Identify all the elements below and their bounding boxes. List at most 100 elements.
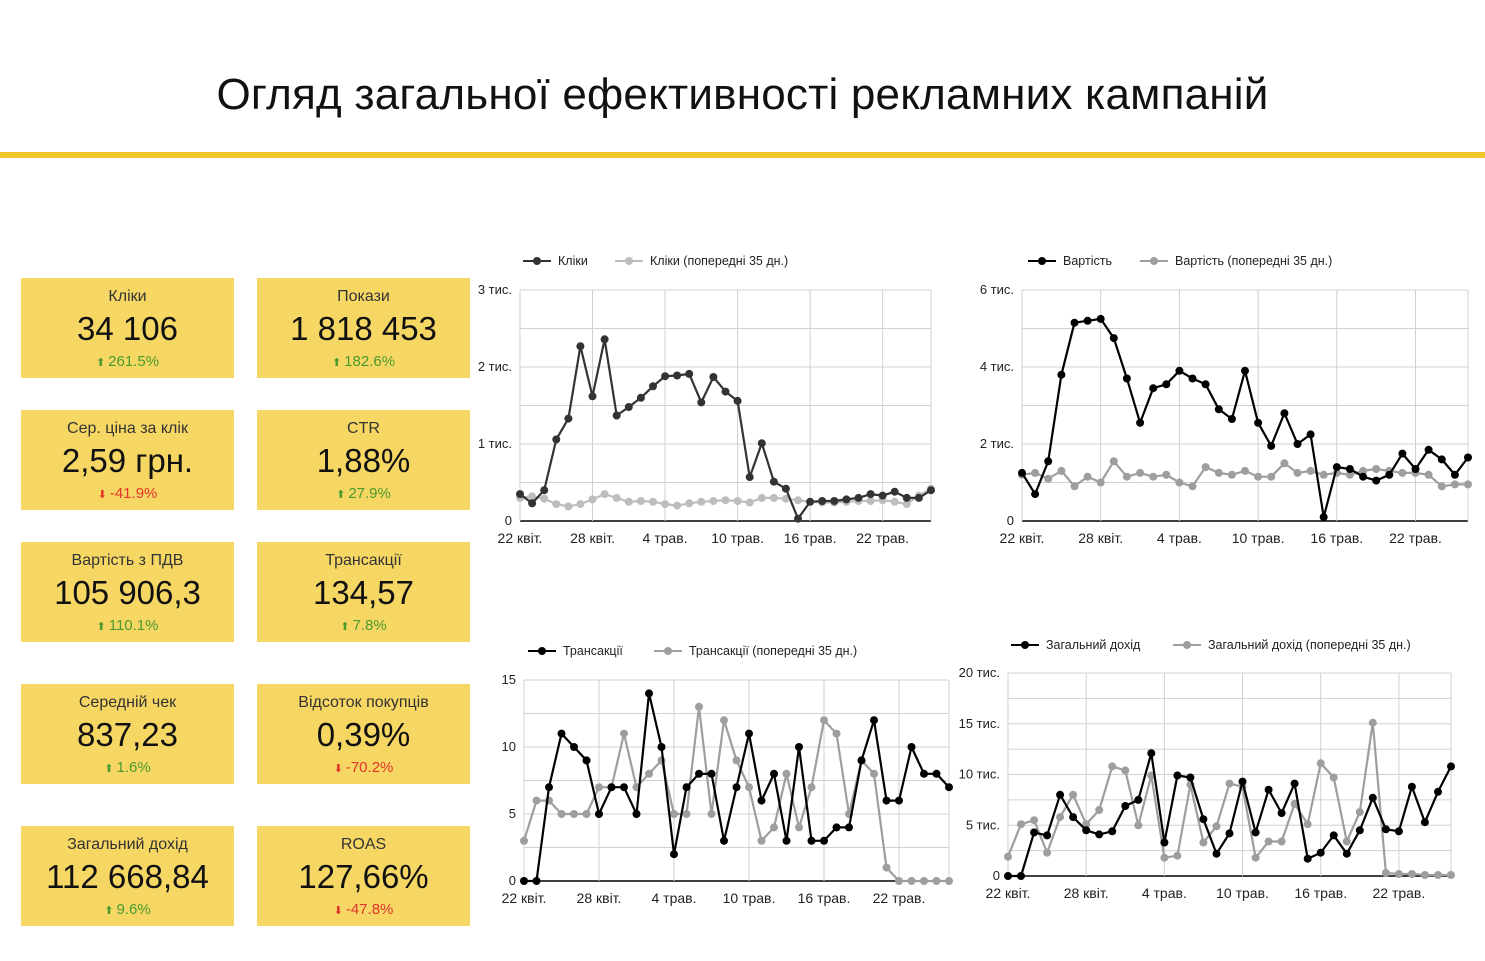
kpi-card-cost-vat: Вартість з ПДВ 105 906,3 ⬆ 110.1% (21, 542, 234, 642)
kpi-change: ⬇ -70.2% (257, 759, 470, 776)
legend-swatch-dot (533, 257, 541, 265)
arrow-up-icon: ⬆ (104, 905, 114, 917)
kpi-label: Відсоток покупців (298, 694, 429, 711)
data-point (607, 783, 616, 792)
y-tick-label: 1 тис. (478, 436, 512, 451)
data-point (1057, 370, 1066, 379)
data-point (820, 716, 828, 725)
data-point (1122, 374, 1131, 383)
data-point (1345, 470, 1354, 479)
data-point (1345, 465, 1354, 473)
kpi-change: ⬆ 110.1% (21, 617, 234, 634)
data-point (1149, 384, 1158, 393)
x-tick-label: 10 трав. (1216, 885, 1269, 901)
revenue-chart: Загальний дохід Загальний дохід (попередн… (959, 638, 1455, 901)
kpi-change-value: 182.6% (344, 353, 396, 370)
data-point (620, 783, 628, 792)
data-point (1031, 468, 1040, 477)
data-point (832, 729, 841, 738)
y-tick-label: 0 (505, 513, 512, 528)
kpi-label: Сер. ціна за клік (67, 420, 188, 437)
data-point (1306, 466, 1315, 475)
data-point (624, 403, 633, 411)
data-point (882, 863, 891, 872)
data-point (1162, 470, 1171, 479)
data-point (557, 810, 566, 818)
data-point (914, 493, 923, 502)
data-point (540, 494, 549, 503)
x-tick-label: 4 трав. (1157, 530, 1202, 546)
data-point (1121, 766, 1130, 775)
data-point (757, 796, 766, 805)
kpi-label: Середній чек (78, 694, 177, 711)
x-tick-label: 22 квіт. (498, 530, 543, 546)
data-point (745, 498, 754, 507)
data-point (807, 783, 816, 792)
x-tick-label: 22 трав. (873, 890, 926, 906)
kpi-card-transactions: Трансакції 134,57 ⬆ 7.8% (257, 542, 470, 642)
data-point (1095, 806, 1104, 814)
data-point (1303, 854, 1312, 863)
data-point (1355, 808, 1364, 817)
data-point (564, 414, 573, 423)
kpi-change-value: 110.1% (108, 617, 159, 634)
data-point (1160, 838, 1169, 847)
data-point (830, 497, 839, 505)
data-point (632, 810, 641, 818)
data-point (1017, 872, 1025, 880)
data-point (745, 729, 753, 738)
data-point (657, 743, 666, 751)
data-point (1069, 790, 1078, 799)
data-point (697, 398, 706, 407)
data-point (1329, 773, 1338, 782)
data-point (1095, 830, 1104, 839)
data-point (1057, 466, 1066, 475)
data-point (1175, 478, 1184, 487)
data-point (1109, 457, 1118, 466)
data-point (588, 392, 597, 401)
data-point (532, 877, 541, 885)
data-point (1227, 415, 1236, 423)
x-tick-label: 16 трав. (798, 890, 851, 906)
data-point (516, 490, 524, 499)
data-point (570, 743, 578, 751)
kpi-change-value: -47.8% (345, 901, 394, 918)
clicks-chart: Кліки Кліки (попередні 35 дн.) 0 1 тис. 2 ти… (478, 254, 935, 546)
x-tick-label: 16 трав. (1294, 885, 1347, 901)
data-point (1394, 827, 1403, 836)
x-tick-label: 22 трав. (1389, 530, 1442, 546)
data-point (1082, 820, 1091, 829)
data-point (1280, 459, 1289, 468)
data-point (1434, 787, 1442, 796)
y-tick-label: 10 тис. (959, 767, 1000, 782)
kpi-change: ⬆ 9.6% (21, 901, 234, 918)
data-point (1355, 826, 1364, 835)
data-point (1109, 334, 1118, 343)
data-point (520, 877, 528, 885)
data-point (528, 492, 537, 501)
data-point (1434, 871, 1442, 879)
data-point (745, 473, 754, 482)
data-point (733, 497, 742, 505)
data-point (733, 396, 742, 405)
data-point (932, 877, 941, 885)
legend-entry: Кліки (558, 254, 588, 268)
data-point (1018, 468, 1026, 477)
data-point (842, 495, 851, 504)
data-point (1359, 466, 1368, 475)
kpi-label: Загальний дохід (67, 836, 188, 853)
data-point (1134, 795, 1143, 804)
data-point (1070, 318, 1079, 327)
data-point (890, 487, 899, 496)
data-point (612, 411, 621, 420)
data-point (1381, 825, 1390, 834)
data-point (1368, 718, 1377, 727)
y-tick-label: 10 (502, 739, 516, 754)
y-tick-label: 5 тис. (966, 817, 1000, 832)
kpi-card-clicks: Кліки 34 106 ⬆ 261.5% (21, 278, 234, 378)
y-tick-label: 4 тис. (980, 359, 1014, 374)
data-point (1238, 777, 1247, 786)
data-point (1293, 440, 1302, 448)
data-point (685, 369, 694, 378)
y-tick-label: 5 (509, 806, 516, 821)
